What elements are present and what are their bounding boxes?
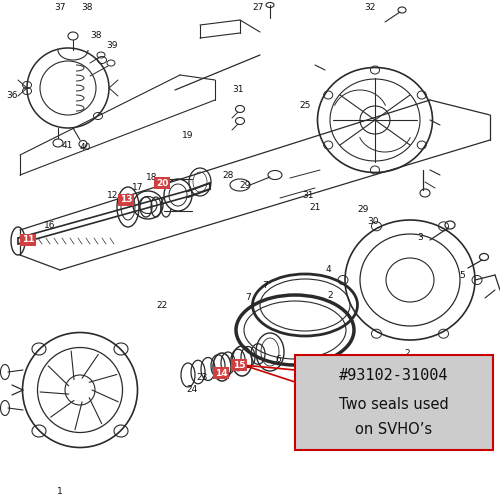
Text: 8: 8 [427,368,433,378]
Text: 3: 3 [417,234,423,242]
Text: 7: 7 [262,280,268,289]
Text: 1: 1 [57,488,63,496]
Text: 10: 10 [440,380,451,390]
Text: 31: 31 [302,190,314,200]
Text: 9: 9 [393,356,399,364]
Text: 29: 29 [358,206,368,214]
Text: 18: 18 [146,174,158,182]
Text: 17: 17 [132,184,144,192]
Text: on SVHO’s: on SVHO’s [356,422,432,436]
Text: 38: 38 [81,4,93,13]
Text: 39: 39 [106,40,118,50]
Text: 16: 16 [44,220,56,230]
Text: 11: 11 [22,236,34,244]
Text: 23: 23 [196,374,207,382]
Text: 41: 41 [62,140,72,149]
Text: 29: 29 [240,180,250,190]
Text: 2: 2 [404,348,410,358]
Text: 6: 6 [275,356,281,364]
Bar [295,355,493,450]
Text: 28: 28 [222,170,234,179]
Text: 21: 21 [310,202,320,211]
Text: 5: 5 [459,270,465,280]
Text: 36: 36 [6,90,18,100]
Text: #93102-31004: #93102-31004 [339,368,449,384]
Text: 27: 27 [252,4,264,13]
Text: Two seals used: Two seals used [339,397,449,412]
Text: 31: 31 [232,86,244,94]
Text: 24: 24 [186,386,198,394]
Text: 19: 19 [182,130,194,140]
Text: 32: 32 [364,4,376,13]
Text: 4: 4 [325,266,331,274]
Text: 40: 40 [80,144,90,152]
Text: 15: 15 [233,360,245,370]
Text: 25: 25 [300,100,310,110]
Text: 7: 7 [245,294,251,302]
Text: 14: 14 [214,368,228,378]
Ellipse shape [164,179,192,211]
Text: 30: 30 [367,218,379,226]
Text: 22: 22 [156,300,168,310]
Ellipse shape [117,187,139,227]
Text: 2: 2 [327,290,333,300]
Text: 38: 38 [90,30,102,40]
Text: 13: 13 [120,196,132,204]
Text: 12: 12 [108,190,118,200]
Text: 20: 20 [156,178,168,188]
Text: 37: 37 [54,4,66,13]
